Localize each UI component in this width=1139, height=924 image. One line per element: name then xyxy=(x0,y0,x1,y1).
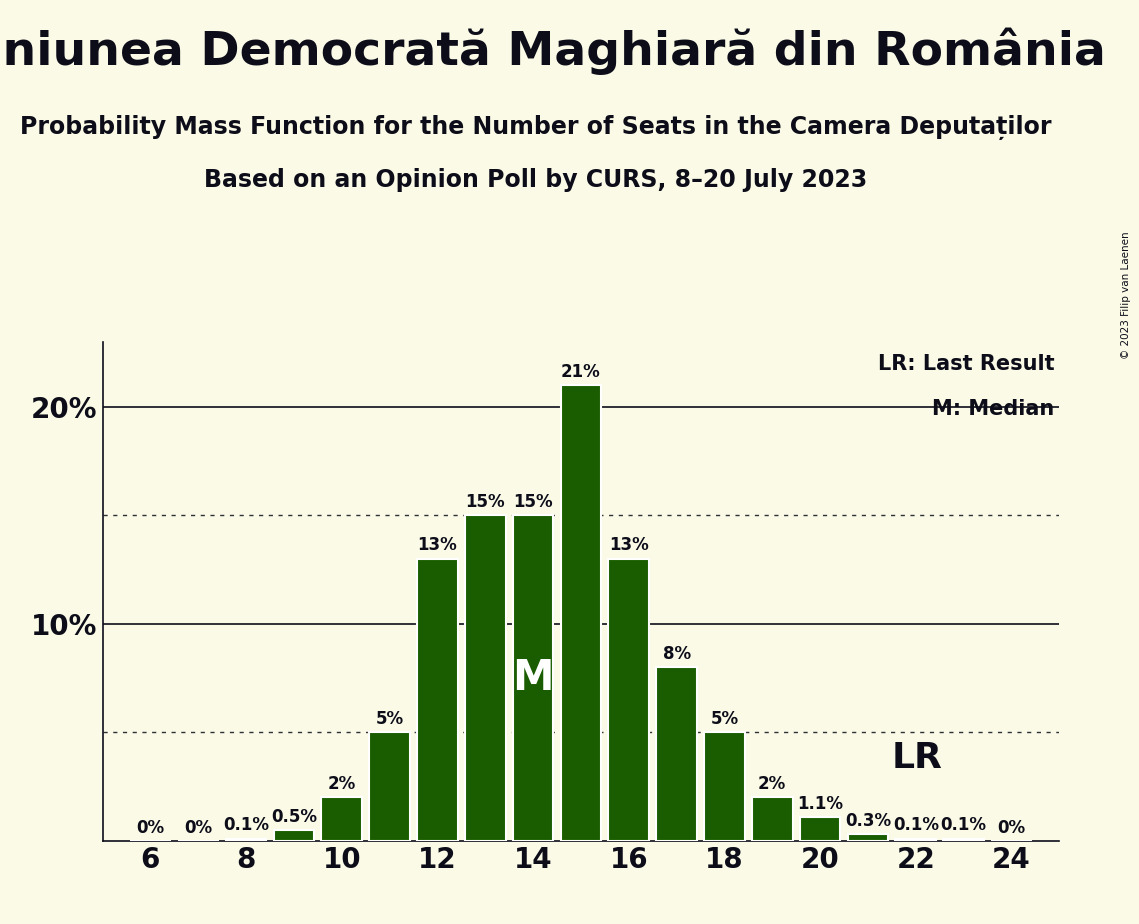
Bar xyxy=(752,797,793,841)
Text: 0%: 0% xyxy=(137,819,164,836)
Bar xyxy=(608,559,649,841)
Text: 5%: 5% xyxy=(711,710,738,728)
Bar xyxy=(321,797,362,841)
Text: M: Median: M: Median xyxy=(932,399,1055,419)
Text: 0.1%: 0.1% xyxy=(941,816,986,834)
Bar xyxy=(656,667,697,841)
Bar xyxy=(369,733,410,841)
Text: 0.1%: 0.1% xyxy=(893,816,939,834)
Bar xyxy=(800,817,841,841)
Bar xyxy=(513,516,554,841)
Text: 13%: 13% xyxy=(418,537,457,554)
Text: 0%: 0% xyxy=(998,819,1025,836)
Text: LR: LR xyxy=(892,741,943,775)
Text: 5%: 5% xyxy=(376,710,403,728)
Text: 0.3%: 0.3% xyxy=(845,812,891,830)
Bar xyxy=(895,839,936,841)
Text: 0.5%: 0.5% xyxy=(271,808,317,826)
Text: Uniunea Democrată Maghiară din România: Uniunea Democrată Maghiară din România xyxy=(0,28,1106,75)
Text: © 2023 Filip van Laenen: © 2023 Filip van Laenen xyxy=(1121,231,1131,359)
Text: M: M xyxy=(513,657,554,699)
Bar xyxy=(226,839,267,841)
Text: 13%: 13% xyxy=(609,537,648,554)
Text: 8%: 8% xyxy=(663,645,690,663)
Bar xyxy=(704,733,745,841)
Text: 2%: 2% xyxy=(759,775,786,793)
Bar xyxy=(273,830,314,841)
Text: 0.1%: 0.1% xyxy=(223,816,269,834)
Text: Based on an Opinion Poll by CURS, 8–20 July 2023: Based on an Opinion Poll by CURS, 8–20 J… xyxy=(204,168,867,192)
Text: 0%: 0% xyxy=(185,819,212,836)
Text: Probability Mass Function for the Number of Seats in the Camera Deputaților: Probability Mass Function for the Number… xyxy=(19,116,1051,140)
Bar xyxy=(417,559,458,841)
Text: LR: Last Result: LR: Last Result xyxy=(878,354,1055,374)
Text: 15%: 15% xyxy=(466,493,505,511)
Bar xyxy=(560,385,601,841)
Text: 2%: 2% xyxy=(328,775,355,793)
Text: 15%: 15% xyxy=(514,493,552,511)
Text: 1.1%: 1.1% xyxy=(797,795,843,812)
Bar xyxy=(465,516,506,841)
Text: 21%: 21% xyxy=(562,363,600,381)
Bar xyxy=(847,834,888,841)
Bar xyxy=(943,839,984,841)
